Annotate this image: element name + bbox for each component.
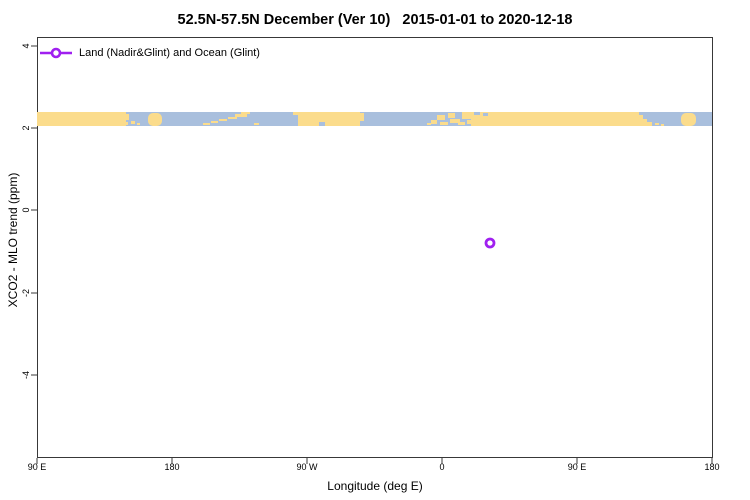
x-tick-label: 180	[164, 462, 180, 472]
x-tick-label: 90 E	[567, 462, 587, 472]
y-tick-label: 2	[21, 125, 31, 131]
x-axis-label: Longitude (deg E)	[327, 479, 423, 493]
y-tick-label: -2	[21, 288, 31, 298]
legend-label: Land (Nadir&Glint) and Ocean (Glint)	[79, 47, 260, 59]
y-tick-label: 4	[21, 43, 31, 49]
x-tick-label: 180	[704, 462, 720, 472]
chart-title: 52.5N-57.5N December (Ver 10) 2015-01-01…	[177, 12, 573, 28]
legend-marker-icon	[40, 47, 72, 59]
land-ocean-strip	[37, 112, 712, 126]
x-tick-label: 90 E	[27, 462, 47, 472]
x-tick-label: 90 W	[296, 462, 318, 472]
y-tick-label: 0	[21, 207, 31, 213]
plot-area	[37, 37, 713, 458]
y-tick-label: -4	[21, 370, 31, 380]
y-axis-label: XCO2 - MLO trend (ppm)	[6, 172, 20, 308]
legend: Land (Nadir&Glint) and Ocean (Glint)	[40, 47, 260, 59]
x-tick-label: 0	[439, 462, 445, 472]
